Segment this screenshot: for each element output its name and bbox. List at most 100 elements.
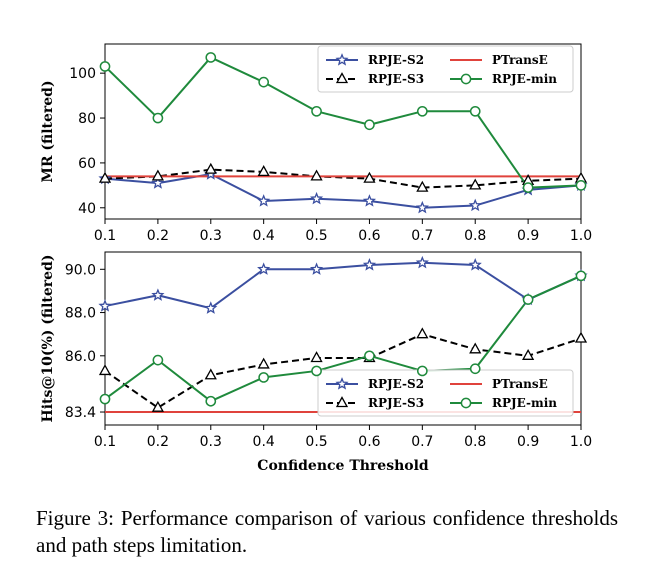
panel-1-series-rpje-min-circle-marker (152, 112, 164, 124)
panel-1-series-rpje-min-circle-marker (258, 76, 270, 88)
panel-2-legend-label-rpje-min: RPJE-min (492, 396, 557, 410)
panel-1-series-rpje-s2-star-marker (309, 191, 324, 205)
panel-2-series-rpje-min-circle-marker (311, 365, 322, 377)
panel-1-series-rpje-s3-triangle-marker (257, 165, 270, 177)
panel-1-legend-rpje-s3-triangle-marker (335, 72, 349, 84)
panel-2-series-rpje-min-circle-marker (99, 393, 111, 405)
panel-1-x-tick-label: 0.1 (94, 228, 116, 244)
panel-1-series-rpje-min-circle-marker (575, 179, 587, 191)
panel-1-x-tick-label: 0.3 (200, 228, 222, 244)
panel-2-series-rpje-s3-triangle-marker (522, 348, 535, 360)
panel-2-x-tick-label: 1.0 (570, 434, 592, 450)
panel-2-series-rpje-s2-star-marker (204, 301, 218, 314)
panel-1: 0.1 0.2 0.3 0.4 0.5 0.6 0.7 0.8 0.9 1.0 40 60 80 100 M… (40, 43, 592, 244)
panel-2-legend-rpje-min-circle-marker (460, 397, 472, 409)
panel-1-series-rpje-s3-line (104, 168, 582, 189)
panel-2-series-rpje-s2-star-marker (98, 299, 112, 312)
panel-2-legend-box (317, 369, 574, 417)
panel-2-series-rpje-s3-triangle-marker (151, 400, 164, 412)
panel-2-series-rpje-min-circle-marker (416, 365, 428, 377)
panel-1-series-rpje-s3-triangle-marker (98, 171, 112, 183)
panel-2-y-tick-label: 83.4 (65, 405, 96, 421)
panel-2-series-rpje-s3-triangle-marker (469, 342, 482, 354)
panel-2-series-rpje-s3-triangle-marker (257, 357, 270, 369)
panel-2-x-tick-label: 0.1 (94, 434, 116, 450)
panel-2-series-rpje-s2-star-marker (362, 258, 377, 271)
panel-2-series-rpje-s2-star-marker (151, 288, 165, 301)
panel-2-series-rpje-s2-star-marker (309, 262, 324, 275)
panel-1-series-rpje-min-circle-marker (364, 119, 375, 131)
panel-2-x-axis-title: Confidence Threshold (257, 458, 429, 474)
panel-2-series-rpje-s3-triangle-marker (98, 364, 112, 376)
panel-2-legend-label-rpje-s2: RPJE-S2 (368, 377, 424, 391)
panel-2-x-tick-label: 0.6 (358, 434, 380, 450)
panel-1-x-tick-label: 1.0 (570, 228, 592, 244)
panel-1-y-tick-label: 60 (78, 156, 96, 172)
panel-2-legend-rpje-s2-star-marker (335, 377, 349, 390)
panel-1-series-rpje-s3-triangle-marker (204, 162, 217, 174)
panel-1-legend-label-ptranse: PTransE (492, 53, 548, 67)
panel-1-series-rpje-s2-line (104, 173, 582, 209)
panel-2-series-rpje-min-circle-marker (364, 350, 375, 362)
panel-1-legend-label-rpje-s2: RPJE-S2 (368, 53, 424, 67)
panel-1-legend: RPJE-S2 PTransE RPJE-S3 RPJE-min (317, 45, 574, 93)
panel-1-x-tick-label: 0.9 (517, 228, 539, 244)
panel-1-y-tick-label: 40 (78, 201, 96, 217)
panel-1-legend-label-rpje-s3: RPJE-S3 (368, 72, 424, 86)
panel-1-series-rpje-min-circle-marker (311, 105, 322, 117)
panel-1-series-rpje-min-circle-marker (469, 105, 481, 117)
panel-2-y-tick-label: 86.0 (65, 349, 96, 365)
panel-1-x-tick-label: 0.6 (358, 228, 380, 244)
panel-2-series-rpje-s3-triangle-marker (574, 331, 588, 343)
panel-2-series-rpje-s2-star-marker (468, 258, 482, 271)
panel-1-series-rpje-s3-triangle-marker (151, 169, 164, 181)
panel-1-series-rpje-min-circle-marker (416, 105, 428, 117)
panel-2-series-rpje-min-circle-marker (469, 363, 481, 375)
panel-1-series-rpje-min-circle-marker (205, 52, 217, 63)
panel-2-series-rpje-min-circle-marker (205, 395, 217, 407)
panel-2-legend-rpje-s3-triangle-marker (335, 396, 349, 408)
panel-2-series-rpje-min-circle-marker (258, 372, 270, 383)
panel-1-y-tick-label: 80 (78, 111, 96, 127)
panel-1-series-rpje-s3-triangle-marker (310, 169, 323, 181)
panel-2-x-tick-label: 0.9 (517, 434, 539, 450)
panel-1-x-tick-label: 0.4 (253, 228, 275, 244)
panel-1-y-tick-label: 100 (69, 66, 96, 82)
figure-caption: Figure 3: Performance comparison of vari… (36, 506, 618, 557)
panel-2-series-rpje-s2-line (104, 261, 582, 310)
panel-2-x-tick-label: 0.3 (200, 434, 222, 450)
panel-2-legend: RPJE-S2 PTransE RPJE-S3 RPJE-min (317, 369, 574, 417)
panel-1-legend-box (317, 45, 574, 93)
panel-2-y-axis-title: Hits@10(%) (filtered) (40, 255, 56, 423)
panel-2-series-rpje-s2-star-marker (415, 255, 429, 269)
panel-2-x-tick-label: 0.8 (464, 434, 486, 450)
panel-1-legend-label-rpje-min: RPJE-min (492, 72, 557, 86)
panel-1-series-rpje-min-circle-marker (99, 61, 111, 72)
panel-2-series-rpje-min-circle-marker (522, 294, 534, 305)
panel-2-series-rpje-min-line (104, 274, 582, 403)
panel-2-x-tick-label: 0.7 (411, 434, 433, 450)
panel-2-y-tick-label: 90.0 (65, 262, 96, 278)
panel-2-x-tick-label: 0.2 (147, 434, 169, 450)
panel-2: 0.1 0.2 0.3 0.4 0.5 0.6 0.7 0.8 0.9 1.0 83.4 86.0 88… (40, 251, 592, 474)
panel-1-series-rpje-s3-triangle-marker (363, 171, 376, 183)
panel-1-series-rpje-s2-star-marker (415, 200, 429, 214)
panel-1-legend-rpje-s2-star-marker (335, 53, 349, 66)
panel-2-series-rpje-min-circle-marker (575, 270, 587, 282)
panel-2-series-rpje-s3-triangle-marker (416, 327, 429, 339)
panel-2-y-tick-label: 88.0 (65, 306, 96, 322)
panel-1-series-rpje-s2-star-marker (362, 194, 377, 207)
panel-2-series-rpje-s3-triangle-marker (204, 368, 217, 380)
panel-1-axes-frame (104, 43, 582, 220)
panel-2-series-rpje-min-circle-marker (152, 354, 164, 366)
panel-2-legend-label-ptranse: PTransE (492, 377, 548, 391)
panel-2-legend-label-rpje-s3: RPJE-S3 (368, 396, 424, 410)
panel-2-series-rpje-s2-star-marker (257, 262, 271, 275)
panel-1-y-axis-title: MR (filtered) (40, 80, 56, 182)
panel-1-x-tick-label: 0.8 (464, 228, 486, 244)
panel-1-series-rpje-s3-triangle-marker (469, 178, 482, 190)
panel-1-legend-rpje-min-circle-marker (460, 73, 472, 85)
panel-1-series-rpje-s2-star-marker (468, 198, 482, 212)
panel-2-x-tick-label: 0.5 (305, 434, 327, 450)
